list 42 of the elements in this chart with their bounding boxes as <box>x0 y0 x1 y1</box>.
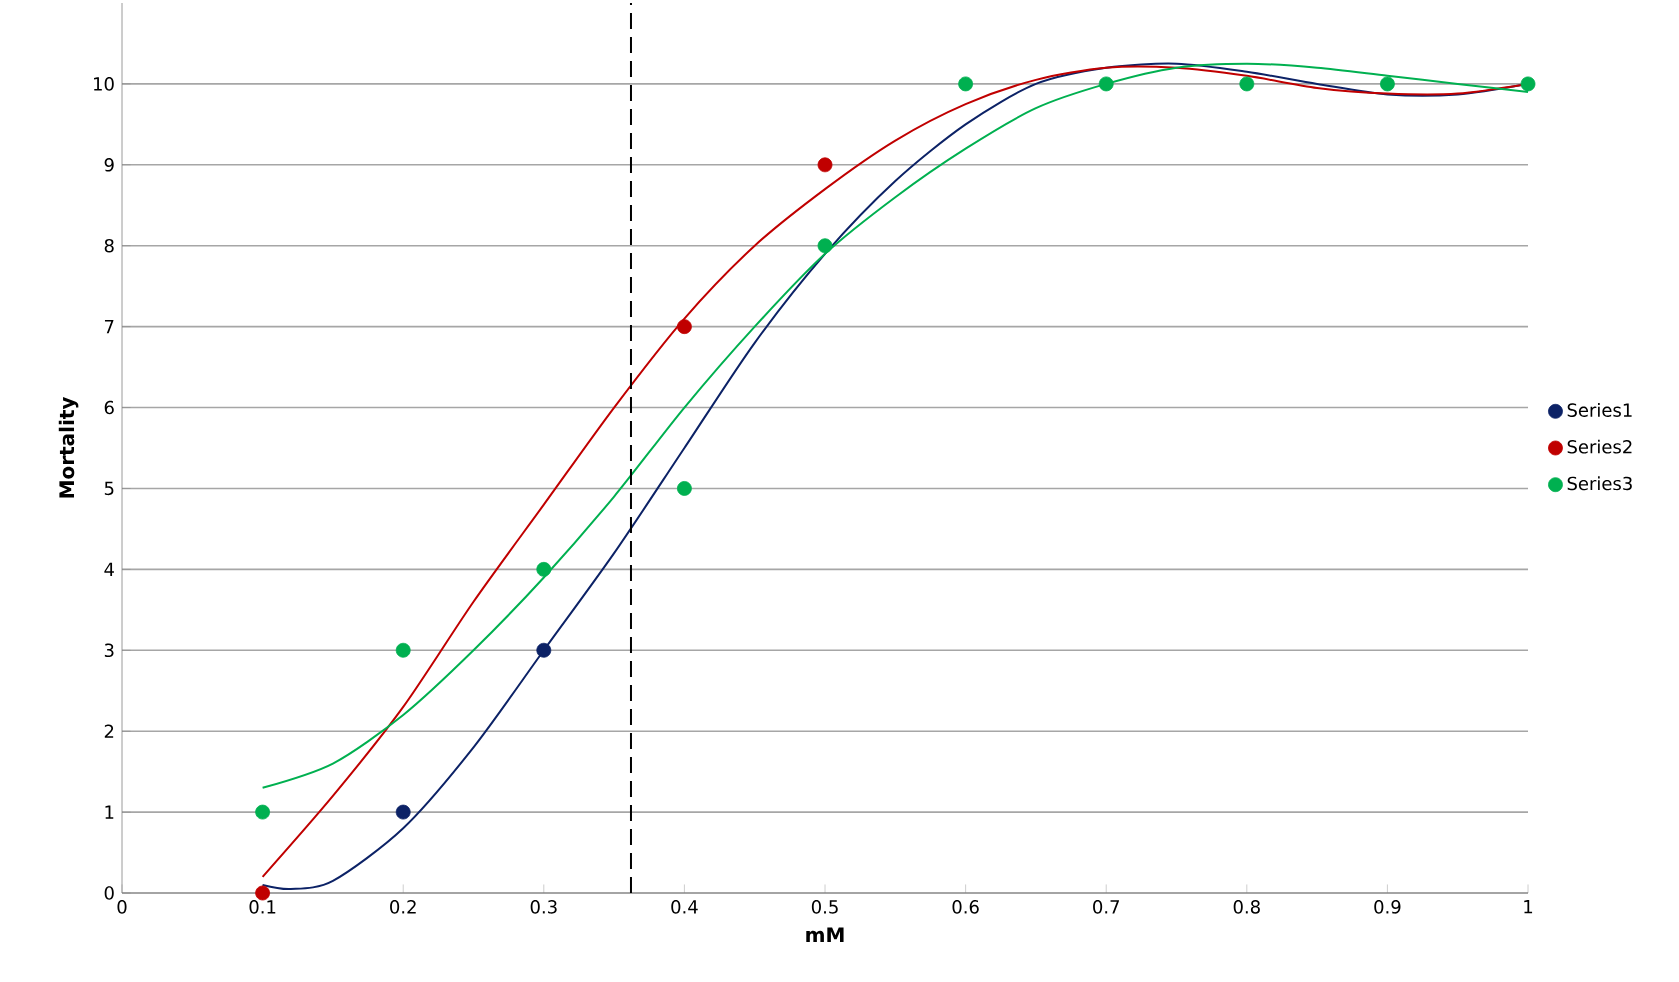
point <box>677 481 692 496</box>
point <box>395 642 411 658</box>
x-tick-label: 0.1 <box>249 900 276 914</box>
legend-label: Series2 <box>1567 439 1632 454</box>
y-tick-label: 8 <box>104 238 114 253</box>
y-tick-label: 0 <box>104 886 114 900</box>
legend-label: Series1 <box>1567 402 1632 417</box>
point <box>1380 76 1395 92</box>
point <box>536 561 552 577</box>
y-axis-title: Mortality <box>58 396 79 498</box>
y-tick-label: 10 <box>94 77 114 91</box>
x-axis-title: mM <box>806 927 844 942</box>
x-tick-label: 0.9 <box>1374 900 1401 914</box>
y-tick-label: 6 <box>104 400 114 415</box>
x-tick-label: 0 <box>117 900 127 914</box>
point <box>536 642 552 658</box>
point <box>255 804 271 820</box>
y-tick-label: 9 <box>104 158 114 172</box>
legend-label: Series3 <box>1567 476 1632 491</box>
x-tick-label: 1 <box>1524 900 1533 914</box>
x-tick-label: 0.2 <box>390 900 416 914</box>
y-tick-label: 5 <box>104 481 114 496</box>
y-tick-label: 1 <box>105 805 114 819</box>
point <box>1239 76 1255 92</box>
x-tick-label: 0.8 <box>1233 900 1260 914</box>
y-tick-label: 3 <box>104 643 114 658</box>
x-tick-label: 0.5 <box>811 900 838 914</box>
point <box>1098 76 1114 92</box>
point <box>958 76 974 92</box>
y-tick-label: 7 <box>104 320 114 334</box>
point <box>255 885 271 901</box>
point <box>817 238 833 254</box>
x-tick-label: 0.6 <box>952 900 979 914</box>
y-tick-label: 4 <box>104 562 114 576</box>
point <box>817 157 833 173</box>
point <box>395 804 411 820</box>
point <box>1520 76 1536 92</box>
point <box>677 319 692 335</box>
x-tick-label: 0.3 <box>530 900 557 914</box>
x-tick-label: 0.4 <box>671 900 698 914</box>
x-tick-label: 0.7 <box>1093 900 1119 914</box>
y-tick-label: 2 <box>104 724 114 738</box>
